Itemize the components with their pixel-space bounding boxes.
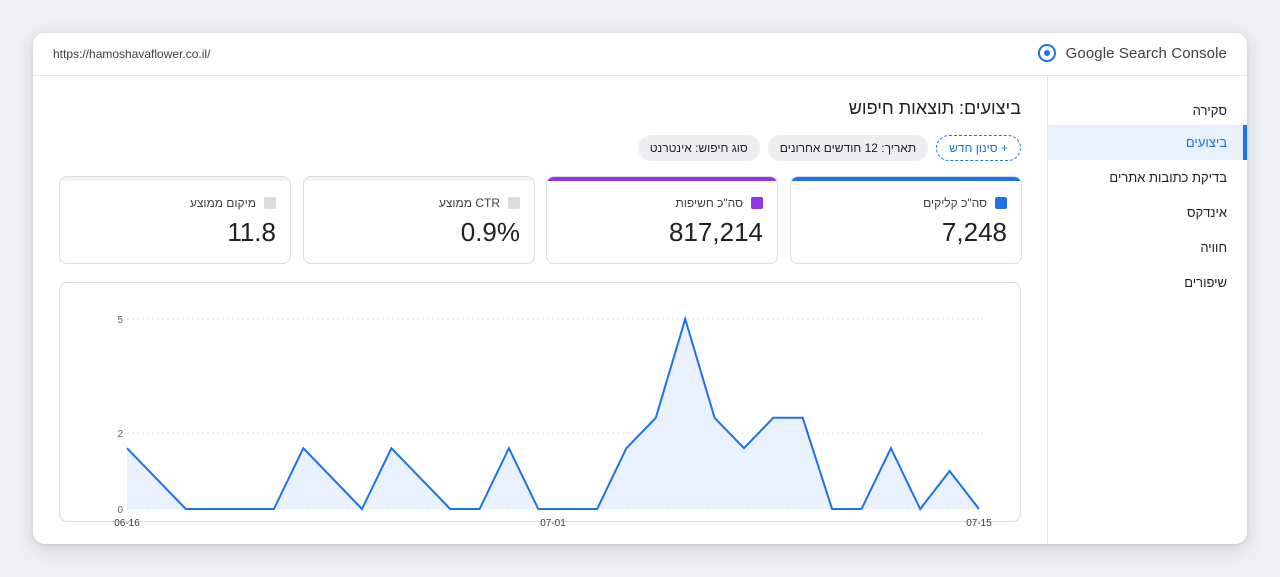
metric-card-clicks[interactable]: סה"כ קליקים 7,248	[790, 176, 1022, 264]
metric-value-impressions: 817,214	[669, 217, 763, 247]
checkbox-unchecked-icon	[508, 197, 520, 209]
metric-card-top-band	[791, 177, 1021, 181]
y-tick-label: 2	[117, 429, 123, 440]
sidebar-item-url-inspection[interactable]: בדיקת כתובות אתרים	[1109, 170, 1227, 185]
metric-title: סה"כ קליקים	[923, 196, 987, 210]
metric-label-clicks: סה"כ קליקים	[923, 196, 1007, 210]
sidebar-item-index[interactable]: אינדקס	[1187, 205, 1227, 220]
date-filter-chip[interactable]: תאריך: 12 חודשים אחרונים	[767, 135, 929, 161]
metric-label-position: מיקום ממוצע	[190, 196, 276, 210]
metric-card-top-band	[304, 177, 534, 181]
property-url[interactable]: https://hamoshavaflower.co.il/	[53, 47, 211, 61]
metric-value-ctr: 0.9%	[460, 217, 520, 247]
page-title: ביצועים: תוצאות חיפוש	[848, 98, 1021, 118]
sidebar: סקירה ביצועים בדיקת כתובות אתרים אינדקס …	[1047, 76, 1247, 544]
x-tick-label: 07-01	[540, 518, 566, 529]
series-line	[126, 315, 980, 511]
metric-title: סה"כ חשיפות	[675, 196, 743, 210]
metric-label-ctr: CTR ממוצע	[439, 196, 520, 210]
metric-label-impressions: סה"כ חשיפות	[675, 196, 763, 210]
sidebar-item-overview[interactable]: סקירה	[1192, 103, 1227, 118]
checkbox-checked-icon	[751, 197, 763, 209]
checkbox-unchecked-icon	[264, 197, 276, 209]
metric-title: CTR ממוצע	[438, 196, 500, 210]
performance-chart[interactable]: 0 2 5 06-16 07-01 07-15	[33, 239, 1033, 559]
metric-title: מיקום ממוצע	[189, 196, 256, 210]
checkbox-checked-icon	[995, 197, 1007, 209]
y-tick-label: 0	[117, 505, 123, 516]
top-bar: https://hamoshavaflower.co.il/ Google Se…	[33, 33, 1247, 76]
brand[interactable]: Google Search Console	[1037, 44, 1227, 62]
main-content: ביצועים: תוצאות חיפוש סוג חיפוש: אינטרנט…	[33, 76, 1047, 544]
metric-value-position: 11.8	[227, 217, 276, 247]
y-tick-label: 5	[117, 315, 123, 326]
metric-card-impressions[interactable]: סה"כ חשיפות 817,214	[546, 176, 778, 264]
metric-card-top-band	[547, 177, 777, 181]
metric-value-clicks: 7,248	[941, 217, 1007, 247]
sidebar-item-enhancements[interactable]: שיפורים	[1184, 275, 1227, 290]
add-filter-button[interactable]: + סינון חדש	[936, 135, 1021, 161]
app-window: https://hamoshavaflower.co.il/ Google Se…	[33, 33, 1247, 544]
metric-card-ctr[interactable]: CTR ממוצע 0.9%	[303, 176, 535, 264]
x-tick-label: 06-16	[114, 518, 140, 529]
metric-card-top-band	[60, 177, 290, 181]
sidebar-item-performance[interactable]: ביצועים	[1048, 125, 1247, 160]
search-console-target-icon	[1037, 44, 1056, 62]
metric-card-position[interactable]: מיקום ממוצע 11.8	[59, 176, 291, 264]
app-title: Google Search Console	[1065, 44, 1227, 62]
filter-bar: סוג חיפוש: אינטרנט תאריך: 12 חודשים אחרו…	[637, 135, 1021, 161]
performance-chart-card	[59, 282, 1021, 522]
series-area	[127, 319, 979, 509]
x-tick-label: 07-15	[966, 518, 992, 529]
sidebar-item-experience[interactable]: חוויה	[1200, 240, 1227, 255]
search-type-filter-chip[interactable]: סוג חיפוש: אינטרנט	[637, 135, 760, 161]
